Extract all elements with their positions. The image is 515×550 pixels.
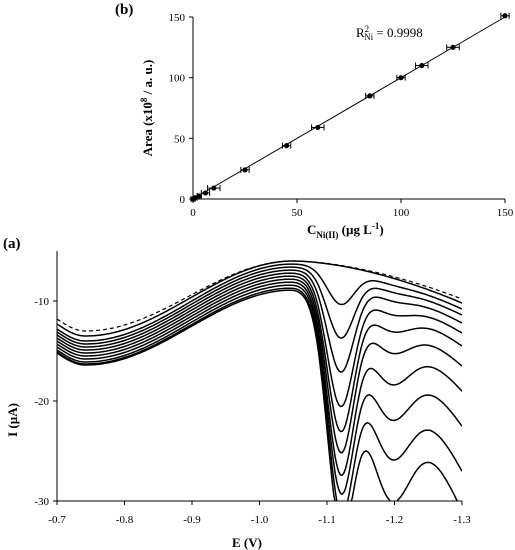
a-y-tick-label: -10 [34,296,49,308]
data-point [211,185,217,191]
b-x-tick-label: 150 [497,207,514,219]
data-point [284,143,290,149]
a-x-tick-label: -1.2 [386,514,403,526]
voltammogram-plot: (a) -0.7 -0.8 -0.9 -1.0 -1.1 -1.2 -1.3 -10 -20 -3… [3,236,471,550]
voltammogram-curve [57,278,462,454]
b-x-tick-label: 100 [393,207,410,219]
voltammogram-curve [57,284,462,496]
b-y-tick-label: 0 [180,194,186,206]
voltammogram-curve [57,275,462,433]
data-point [367,93,373,99]
b-y-tick-label: 50 [174,133,186,145]
data-point [315,124,321,131]
a-y-tick-label: -20 [34,396,49,408]
voltammogram-curve [57,269,462,373]
data-point [419,62,425,69]
a-x-tick-label: -0.8 [116,514,134,526]
data-point [242,167,248,173]
data-point [398,75,404,81]
data-point [192,195,198,201]
a-x-tick-label: -0.9 [183,514,201,526]
b-y-axis-label: Area (x108 / a. u.) [139,60,155,157]
r-squared-annotation: R2 Ni = 0.9998 [356,24,423,42]
data-point [196,193,202,199]
data-point [502,13,508,19]
a-x-tick-label: -1.1 [318,514,335,526]
b-y-tick-label: 150 [169,12,186,24]
panel-label-a: (a) [3,236,21,252]
calibration-plot: (b) 0 50 100 150 0 50 100 150 R2 Ni = 0.9998 CNi… [115,2,514,240]
a-x-tick-label: -0.7 [48,514,66,526]
voltammogram-curve [57,287,462,501]
data-point [450,44,456,50]
a-y-axis-label: I (µA) [5,403,20,437]
b-x-tick-label: 0 [190,207,196,219]
b-y-tick-label: 100 [169,73,186,85]
a-x-tick-label: -1.0 [251,514,269,526]
voltammogram-curve [57,272,462,408]
a-x-axis-label: E (V) [232,535,262,550]
b-x-tick-label: 50 [292,207,304,219]
a-y-tick-label: -30 [34,496,49,508]
voltammogram-curve [57,266,462,345]
a-x-tick-label: -1.3 [453,514,471,526]
panel-label-b: (b) [115,2,133,18]
data-point [202,190,209,196]
b-fit-line [192,16,506,200]
voltammogram-curve [57,263,462,342]
voltammogram-curve [57,289,459,501]
b-x-axis-label: CNi(II) (µg L-1) [307,221,384,240]
voltammogram-curve [57,260,462,337]
voltammogram-curve [57,281,462,477]
